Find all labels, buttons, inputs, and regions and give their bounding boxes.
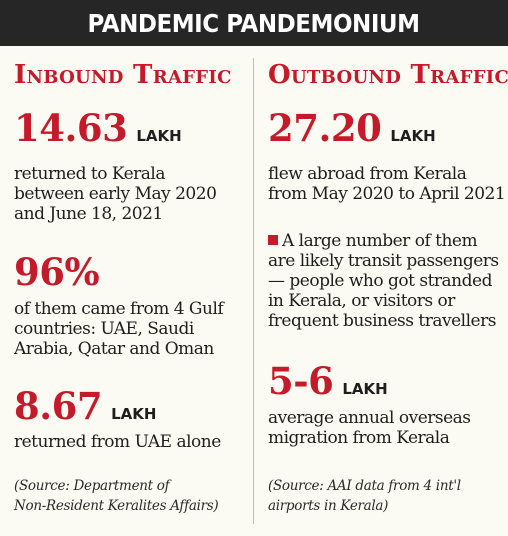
description-line: flew abroad from Kerala xyxy=(268,164,467,184)
description-line: and June 18, 2021 xyxy=(14,204,163,224)
stat-unit: LAKH xyxy=(342,380,388,398)
stat-unit: LAKH xyxy=(136,127,182,145)
inbound-stat-3-description: returned from UAE alone xyxy=(14,432,221,452)
stat-value: 5-6 xyxy=(268,359,334,403)
bullet-square-icon xyxy=(268,235,278,245)
stat-value: 27.20 xyxy=(268,106,382,150)
note-line: — people who got stranded xyxy=(268,271,492,291)
source-line: (Source: AAI data from 4 int'l xyxy=(268,478,461,494)
outbound-stat-1: 27.20 LAKH xyxy=(268,108,436,148)
description-line: returned to Kerala xyxy=(14,164,166,184)
outbound-stat-2: 5-6 LAKH xyxy=(268,361,388,401)
note-line: A large number of them xyxy=(268,231,499,251)
outbound-source: (Source: AAI data from 4 int'l airports … xyxy=(268,476,461,516)
stat-value: 96% xyxy=(14,250,100,294)
description-line: from May 2020 to April 2021 xyxy=(268,184,506,204)
outbound-heading: Outbound Traffic xyxy=(268,60,508,90)
description-line: of them came from 4 Gulf xyxy=(14,299,224,319)
description-line: returned from UAE alone xyxy=(14,432,221,452)
stat-value: 8.67 xyxy=(14,384,103,428)
stat-unit: LAKH xyxy=(390,127,436,145)
title-bar: PANDEMIC PANDEMONIUM xyxy=(0,0,508,46)
source-line: airports in Kerala) xyxy=(268,498,389,514)
note-line: in Kerala, or visitors or xyxy=(268,291,455,311)
note-line: frequent business travellers xyxy=(268,311,496,331)
note-text: A large number of them xyxy=(282,231,478,251)
description-line: countries: UAE, Saudi xyxy=(14,319,194,339)
stat-unit: LAKH xyxy=(111,405,157,423)
inbound-stat-3: 8.67 LAKH xyxy=(14,386,156,426)
description-line: migration from Kerala xyxy=(268,428,450,448)
page-title: PANDEMIC PANDEMONIUM xyxy=(87,8,421,38)
column-divider xyxy=(253,58,254,524)
description-line: Arabia, Qatar and Oman xyxy=(14,339,214,359)
inbound-stat-1-description: returned to Kerala between early May 202… xyxy=(14,164,217,224)
outbound-stat-2-description: average annual overseas migration from K… xyxy=(268,408,471,448)
description-line: average annual overseas xyxy=(268,408,471,428)
outbound-stat-1-description: flew abroad from Kerala from May 2020 to… xyxy=(268,164,506,204)
inbound-heading: Inbound Traffic xyxy=(14,60,232,90)
inbound-stat-2-description: of them came from 4 Gulf countries: UAE,… xyxy=(14,299,224,359)
stat-value: 14.63 xyxy=(14,106,128,150)
source-line: Non-Resident Keralites Affairs) xyxy=(14,498,219,514)
inbound-stat-1: 14.63 LAKH xyxy=(14,108,182,148)
inbound-stat-2: 96% xyxy=(14,250,100,294)
outbound-note: A large number of them are likely transi… xyxy=(268,231,499,331)
description-line: between early May 2020 xyxy=(14,184,217,204)
source-line: (Source: Department of xyxy=(14,478,170,494)
inbound-source: (Source: Department of Non-Resident Kera… xyxy=(14,476,219,516)
note-line: are likely transit passengers xyxy=(268,251,499,271)
